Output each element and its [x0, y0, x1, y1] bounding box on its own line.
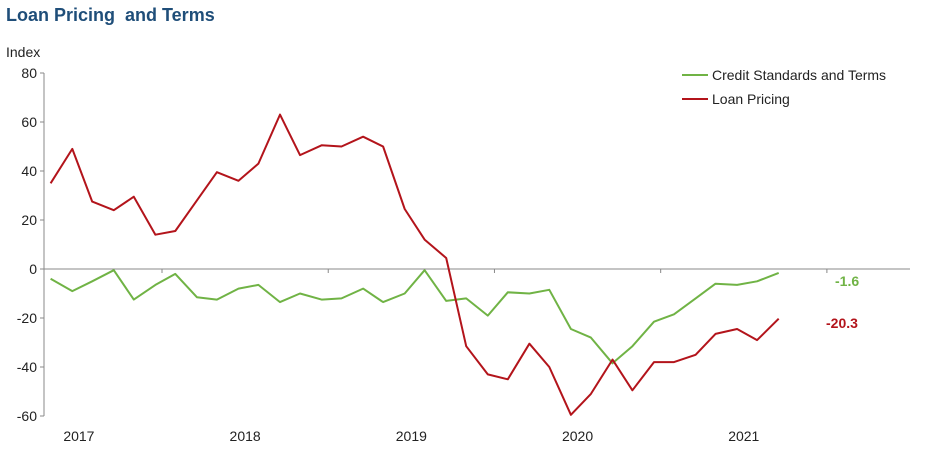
y-tick-label: 80	[21, 65, 37, 81]
end-value-label: -20.3	[826, 315, 858, 331]
y-tick-label: -20	[17, 310, 37, 326]
end-value-label: -1.6	[835, 273, 859, 289]
x-tick-label: 2018	[230, 428, 261, 444]
y-axis-label: Index	[6, 44, 40, 60]
y-tick-label: 40	[21, 163, 37, 179]
series-line-loan-pricing	[49, 113, 780, 416]
x-axis-ticks: 2017 2018 2019 2020 2021	[63, 269, 828, 444]
y-tick-label: -40	[17, 359, 37, 375]
y-tick-label: 20	[21, 212, 37, 228]
chart-title: Loan Pricing and Terms	[6, 5, 215, 25]
legend: Credit Standards and Terms Loan Pricing	[682, 67, 886, 107]
x-tick-label: 2017	[63, 428, 94, 444]
y-tick-label: -60	[17, 408, 37, 424]
y-tick-label: 60	[21, 114, 37, 130]
series-group: -1.6 -20.3	[49, 113, 859, 416]
legend-label: Loan Pricing	[712, 91, 790, 107]
y-axis-ticks: 80 60 40 20 0 -20 -40 -60	[17, 65, 44, 424]
x-tick-label: 2019	[396, 428, 427, 444]
legend-label: Credit Standards and Terms	[712, 67, 886, 83]
series-line-credit-standards	[50, 269, 780, 365]
x-tick-label: 2021	[728, 428, 759, 444]
y-tick-label: 0	[29, 261, 37, 277]
x-tick-label: 2020	[562, 428, 593, 444]
